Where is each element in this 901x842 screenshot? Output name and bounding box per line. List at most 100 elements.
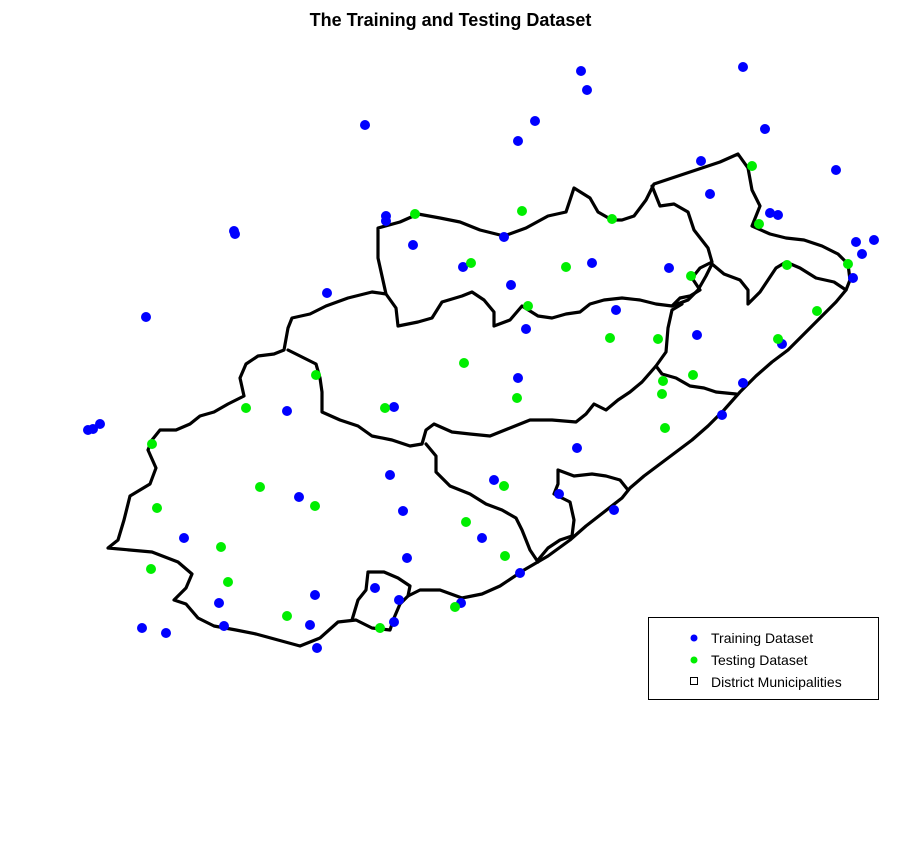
testing-point (147, 439, 157, 449)
testing-point (255, 482, 265, 492)
district-boundary-bay-city (350, 570, 412, 622)
training-point (717, 410, 727, 420)
testing-point (152, 503, 162, 513)
testing-point (754, 219, 764, 229)
testing-point (523, 301, 533, 311)
district-boundary-east-split (670, 260, 848, 308)
training-point (609, 505, 619, 515)
testing-points (146, 161, 853, 633)
training-point (83, 425, 93, 435)
training-point (322, 288, 332, 298)
training-point (402, 553, 412, 563)
training-point (282, 406, 292, 416)
training-point (530, 116, 540, 126)
training-point (664, 263, 674, 273)
testing-point (782, 260, 792, 270)
map-legend: Training Dataset Testing Dataset Distric… (648, 617, 879, 700)
testing-point (499, 481, 509, 491)
training-point (760, 124, 770, 134)
training-point (738, 62, 748, 72)
training-point (696, 156, 706, 166)
training-point (848, 273, 858, 283)
training-point (394, 595, 404, 605)
testing-point (146, 564, 156, 574)
district-boundary-outline (106, 152, 852, 648)
district-boundary-southeast (654, 364, 738, 396)
testing-point (461, 517, 471, 527)
district-boundary-north-band (384, 184, 714, 328)
testing-point (653, 334, 663, 344)
testing-point (311, 370, 321, 380)
training-point (554, 489, 564, 499)
legend-training-label: Training Dataset (711, 630, 813, 646)
training-point (611, 305, 621, 315)
training-point (381, 216, 391, 226)
testing-point (282, 611, 292, 621)
testing-point (658, 376, 668, 386)
testing-point (561, 262, 571, 272)
testing-point (410, 209, 420, 219)
training-point (310, 590, 320, 600)
training-point (137, 623, 147, 633)
testing-point (657, 389, 667, 399)
training-point (765, 208, 775, 218)
training-points (83, 62, 879, 653)
testing-point (466, 258, 476, 268)
training-point (738, 378, 748, 388)
training-point (95, 419, 105, 429)
testing-point (812, 306, 822, 316)
training-point (521, 324, 531, 334)
testing-point (375, 623, 385, 633)
training-point (305, 620, 315, 630)
testing-point (605, 333, 615, 343)
testing-point (607, 214, 617, 224)
legend-testing-label: Testing Dataset (711, 652, 808, 668)
training-point (513, 136, 523, 146)
training-point (389, 402, 399, 412)
testing-point (216, 542, 226, 552)
testing-point (450, 602, 460, 612)
district-boundaries (106, 152, 852, 648)
legend-training-dot-icon (690, 634, 698, 642)
training-point (214, 598, 224, 608)
legend-box (648, 617, 879, 700)
training-point (385, 470, 395, 480)
training-point (576, 66, 586, 76)
testing-point (843, 259, 853, 269)
training-point (360, 120, 370, 130)
training-point (692, 330, 702, 340)
training-point (398, 506, 408, 516)
testing-point (773, 334, 783, 344)
training-point (851, 237, 861, 247)
training-point (869, 235, 879, 245)
testing-point (517, 206, 527, 216)
training-point (857, 249, 867, 259)
training-point (489, 475, 499, 485)
training-point (389, 617, 399, 627)
testing-point (310, 501, 320, 511)
testing-point (512, 393, 522, 403)
training-point (705, 189, 715, 199)
training-point (499, 232, 509, 242)
training-point (572, 443, 582, 453)
training-point (179, 533, 189, 543)
training-point (219, 621, 229, 631)
training-point (230, 229, 240, 239)
training-point (408, 240, 418, 250)
training-point (773, 210, 783, 220)
training-point (294, 492, 304, 502)
training-point (513, 373, 523, 383)
district-boundary-inner-south (536, 468, 630, 562)
testing-point (688, 370, 698, 380)
legend-district-square-icon (690, 677, 698, 685)
training-point (582, 85, 592, 95)
training-point (161, 628, 171, 638)
training-point (477, 533, 487, 543)
training-point (312, 643, 322, 653)
testing-point (223, 577, 233, 587)
training-point (506, 280, 516, 290)
training-point (515, 568, 525, 578)
district-boundary-central-south (424, 442, 540, 564)
